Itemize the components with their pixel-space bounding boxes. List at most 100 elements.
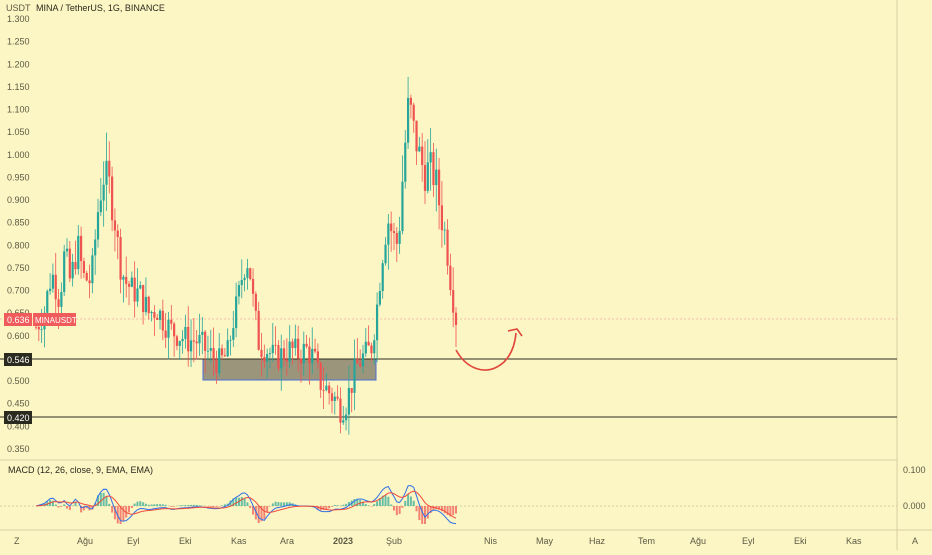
candle-body bbox=[311, 349, 313, 363]
macd-hist-bar bbox=[190, 505, 192, 506]
macd-hist-bar bbox=[427, 506, 429, 519]
candle-body bbox=[210, 348, 212, 351]
candle-body bbox=[241, 280, 243, 285]
macd-hist-bar bbox=[198, 505, 200, 506]
x-tick-label: May bbox=[536, 536, 554, 546]
macd-hist-bar bbox=[210, 506, 212, 507]
macd-hist-bar bbox=[213, 506, 215, 507]
candle-body bbox=[83, 261, 85, 273]
macd-hist-bar bbox=[122, 506, 124, 521]
candle-body bbox=[274, 345, 276, 346]
candle-body bbox=[255, 294, 257, 311]
macd-hist-bar bbox=[120, 506, 122, 524]
macd-hist-bar bbox=[159, 504, 161, 506]
candle-body bbox=[291, 342, 293, 348]
price-badge: 0.636 MINAUSDT bbox=[4, 313, 77, 326]
macd-hist-bar bbox=[131, 506, 133, 508]
candle-body bbox=[125, 277, 127, 284]
x-tick-label: Ağu bbox=[690, 536, 706, 546]
macd-hist-bar bbox=[108, 504, 110, 506]
x-tick-label: 2023 bbox=[333, 536, 353, 546]
candle-body bbox=[150, 312, 152, 313]
y-tick-label: 1.050 bbox=[7, 127, 30, 137]
y-tick-label: 1.250 bbox=[7, 37, 30, 47]
y-tick-label: 0.450 bbox=[7, 399, 30, 409]
price-badge-value: 0.636 bbox=[7, 315, 30, 325]
y-tick-label: 0.850 bbox=[7, 218, 30, 228]
candle-body bbox=[308, 346, 310, 363]
y-tick-label: 1.300 bbox=[7, 14, 30, 24]
y-tick-label: 1.150 bbox=[7, 82, 30, 92]
macd-hist-bar bbox=[60, 506, 62, 507]
x-tick-label: Eyl bbox=[742, 536, 755, 546]
macd-hist-bar bbox=[342, 505, 344, 506]
candle-body bbox=[404, 143, 406, 182]
candle-body bbox=[249, 268, 251, 279]
y-tick-label: 0.700 bbox=[7, 286, 30, 296]
macd-hist-bar bbox=[258, 506, 260, 523]
candle-body bbox=[427, 162, 429, 190]
macd-hist-bar bbox=[263, 506, 265, 519]
macd-hist-bar bbox=[413, 501, 415, 506]
candle-body bbox=[339, 399, 341, 423]
candle-body bbox=[181, 339, 183, 341]
candle-body bbox=[314, 349, 316, 352]
macd-hist-bar bbox=[280, 502, 282, 506]
candle-body bbox=[356, 359, 358, 363]
macd-hist-bar bbox=[224, 504, 226, 506]
level-badge-0546: 0.546 bbox=[4, 353, 32, 366]
candle-body bbox=[105, 161, 107, 185]
candle-body bbox=[260, 350, 262, 357]
candle-body bbox=[136, 288, 138, 301]
candle-body bbox=[325, 386, 327, 391]
y-tick-label: 0.900 bbox=[7, 195, 30, 205]
candle-body bbox=[401, 182, 403, 231]
candle-body bbox=[227, 340, 229, 356]
candle-body bbox=[72, 262, 74, 278]
macd-hist-bar bbox=[184, 505, 186, 506]
macd-hist-bar bbox=[151, 505, 153, 506]
macd-hist-bar bbox=[215, 506, 217, 507]
candle-body bbox=[66, 249, 68, 252]
candle-body bbox=[342, 420, 344, 422]
macd-hist-bar bbox=[365, 504, 367, 506]
macd-hist-bar bbox=[401, 506, 403, 508]
candle-body bbox=[229, 340, 231, 341]
macd-hist-bar bbox=[221, 505, 223, 506]
candle-body bbox=[390, 224, 392, 232]
y-tick-label: 1.100 bbox=[7, 105, 30, 115]
x-tick-label: Ara bbox=[280, 536, 294, 546]
candle-body bbox=[421, 147, 423, 165]
macd-hist-bar bbox=[249, 506, 251, 508]
candle-body bbox=[190, 340, 192, 351]
candle-body bbox=[432, 152, 434, 185]
candle-body bbox=[52, 275, 54, 289]
macd-hist-bar bbox=[170, 506, 172, 507]
candle-body bbox=[88, 280, 90, 283]
candle-body bbox=[303, 344, 305, 364]
macd-hist-bar bbox=[66, 506, 68, 509]
x-tick-label: Eki bbox=[179, 536, 192, 546]
candle-body bbox=[376, 305, 378, 341]
candle-body bbox=[407, 98, 409, 143]
candle-body bbox=[86, 273, 88, 280]
macd-hist-bar bbox=[55, 505, 57, 506]
macd-hist-bar bbox=[246, 502, 248, 506]
candle-body bbox=[148, 297, 150, 313]
candle-body bbox=[252, 279, 254, 294]
candle-body bbox=[396, 233, 398, 244]
macd-hist-bar bbox=[139, 501, 141, 506]
candle-body bbox=[359, 364, 361, 367]
macd-hist-bar bbox=[283, 502, 285, 506]
macd-hist-bar bbox=[69, 506, 71, 510]
candle-body bbox=[170, 320, 172, 324]
y-tick-label: 0.500 bbox=[7, 376, 30, 386]
candle-body bbox=[328, 386, 330, 394]
candle-body bbox=[114, 220, 116, 230]
macd-hist-bar bbox=[241, 497, 243, 506]
macd-hist-bar bbox=[376, 501, 378, 506]
macd-hist-bar bbox=[58, 506, 60, 507]
candle-body bbox=[362, 353, 364, 366]
